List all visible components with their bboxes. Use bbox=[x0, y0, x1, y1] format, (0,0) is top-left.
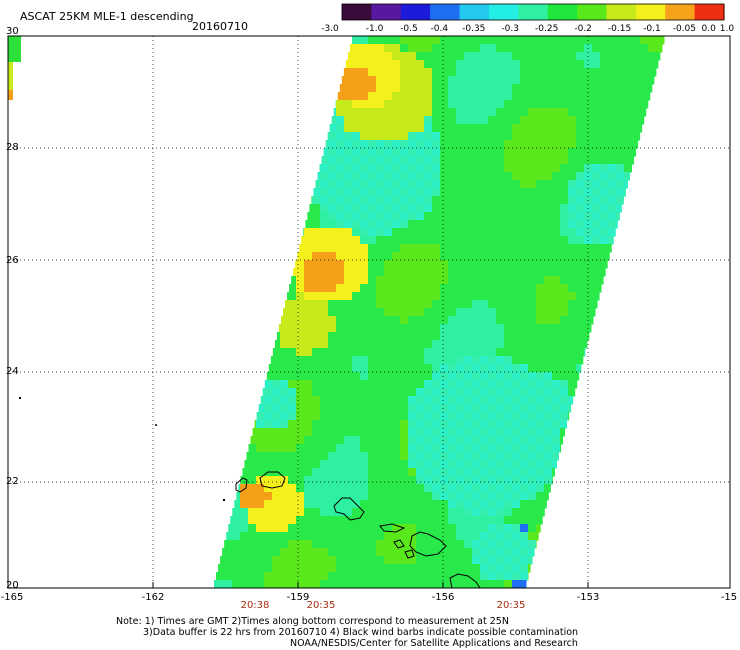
colorbar-swatch bbox=[635, 4, 666, 20]
hawaii-coastline bbox=[19, 397, 481, 589]
colorbar-label: -0.2 bbox=[574, 24, 592, 34]
lon-label: -156 bbox=[431, 592, 455, 603]
lat-label: 28 bbox=[6, 142, 19, 153]
map-title: ASCAT 25KM MLE-1 descending bbox=[20, 10, 194, 23]
map-grid bbox=[7, 36, 731, 588]
colorbar-swatch bbox=[694, 4, 725, 20]
lon-label: -162 bbox=[141, 592, 165, 603]
colorbar-swatch bbox=[547, 4, 578, 20]
lat-label: 24 bbox=[6, 366, 19, 377]
lon-label: -165 bbox=[0, 592, 24, 603]
colorbar-label: -0.5 bbox=[400, 24, 418, 34]
colorbar-swatch bbox=[430, 4, 461, 20]
colorbar-swatch bbox=[342, 4, 372, 20]
colorbar-label: -0.4 bbox=[430, 24, 449, 34]
colorbar-label: -0.1 bbox=[643, 24, 661, 34]
pass-time: 20:35 bbox=[306, 600, 336, 611]
colorbar-label: 0.0 bbox=[701, 24, 716, 34]
colorbar-swatch bbox=[665, 4, 696, 20]
map-frame bbox=[7, 35, 731, 589]
colorbar-labels: -3.0 -1.0 -0.5 -0.4 -0.35 -0.3 -0.25 -0.… bbox=[321, 24, 735, 38]
colorbar-swatch bbox=[400, 4, 431, 20]
colorbar-label: -0.05 bbox=[672, 24, 697, 34]
pass-time: 20:35 bbox=[496, 600, 526, 611]
note-line-1: Note: 1) Times are GMT 2)Times along bot… bbox=[116, 616, 509, 627]
colorbar-label: -0.3 bbox=[501, 24, 519, 34]
lon-label: -15 bbox=[720, 592, 738, 603]
lon-label: -159 bbox=[286, 592, 310, 603]
lon-label: -153 bbox=[576, 592, 600, 603]
edge-strip bbox=[8, 36, 21, 100]
colorbar-label: 1.0 bbox=[719, 24, 735, 34]
lat-label: 20 bbox=[6, 580, 19, 591]
data-swath bbox=[214, 36, 665, 589]
note-line-3: NOAA/NESDIS/Center for Satellite Applica… bbox=[290, 638, 578, 649]
lat-label: 22 bbox=[6, 476, 19, 487]
note-line-2: 3)Data buffer is 22 hrs from 20160710 4)… bbox=[143, 627, 579, 638]
colorbar-label: -0.15 bbox=[607, 24, 632, 34]
pass-time: 20:38 bbox=[240, 600, 270, 611]
colorbar-label: -1.0 bbox=[365, 24, 384, 34]
colorbar-swatch bbox=[606, 4, 637, 20]
lat-label: 26 bbox=[6, 255, 19, 266]
colorbar bbox=[341, 3, 725, 21]
map-date: 20160710 bbox=[192, 20, 248, 33]
colorbar-swatch bbox=[577, 4, 608, 20]
colorbar-swatch bbox=[488, 4, 519, 20]
colorbar-swatch bbox=[459, 4, 490, 20]
colorbar-swatch bbox=[518, 4, 549, 20]
colorbar-label: -0.25 bbox=[535, 24, 559, 34]
colorbar-label: -0.35 bbox=[462, 24, 486, 34]
colorbar-swatch bbox=[371, 4, 402, 20]
colorbar-label: -3.0 bbox=[321, 24, 339, 34]
lat-label: 30 bbox=[6, 26, 19, 37]
